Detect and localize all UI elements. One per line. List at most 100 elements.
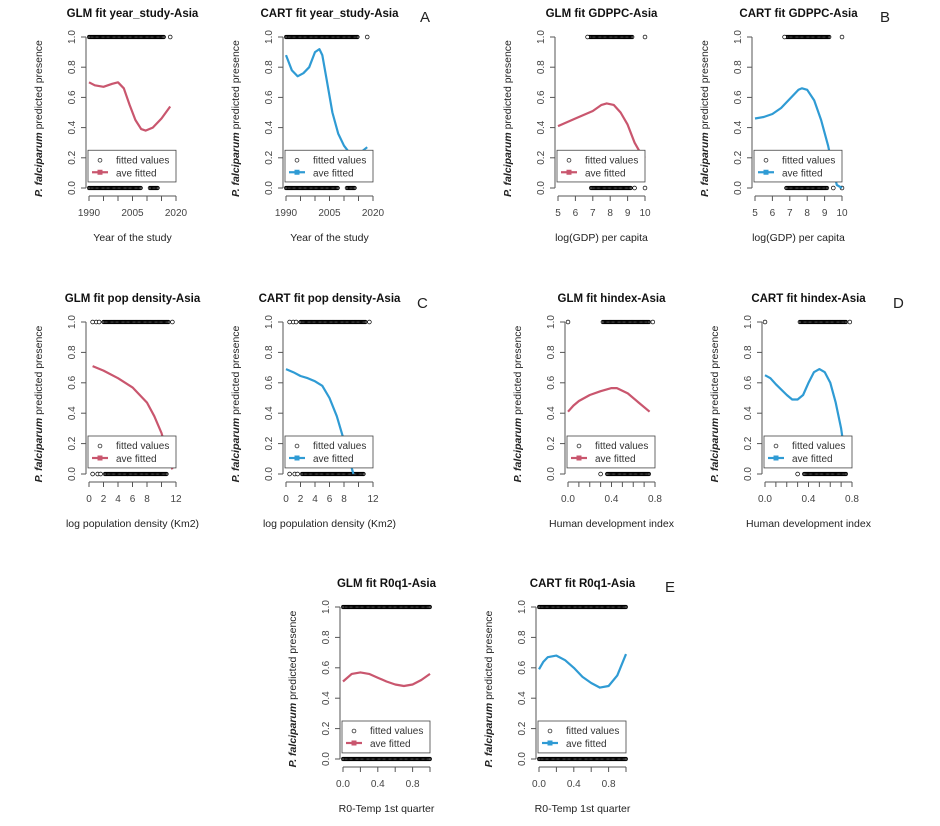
panel-1: GLM fit year_study-Asia 0.0 0.2 0.4 0.6 0.8 1.…: [33, 8, 199, 244]
y-tick-label: 0.2: [733, 150, 744, 164]
y-tick-label: 0.6: [321, 660, 332, 674]
x-axis-label: R0-Temp 1st quarter: [339, 803, 435, 815]
legend-point-symbol: [763, 157, 769, 163]
points-at-0: [86, 185, 160, 191]
panel-7: GLM fit hindex-Asia 0.0 0.2 0.4 0.6 0.8 1.0 P. …: [512, 293, 675, 530]
y-tick-label: 0.2: [264, 150, 275, 164]
x-tick-label: 0.4: [802, 494, 816, 505]
y-axis-label-rest: predicted presence: [230, 40, 242, 132]
y-axis-label-species: P. falciparum: [33, 418, 45, 483]
legend-square-symbol: [576, 455, 582, 461]
y-tick-label: 1.0: [546, 315, 557, 329]
legend-box: [341, 720, 431, 754]
y-tick-label: 0.8: [67, 345, 78, 359]
x-tick-label: 7: [590, 208, 596, 219]
x-tick-label: 0.0: [532, 779, 546, 790]
legend-point-symbol: [97, 157, 103, 163]
legend-label-points: fitted values: [792, 441, 845, 452]
x-tick-label: 0.4: [567, 779, 581, 790]
y-tick-label: 0.0: [67, 181, 78, 195]
y-axis-label-rest: predicted presence: [483, 610, 495, 702]
legend-square-symbol: [773, 455, 779, 461]
ave-fitted-line: [764, 368, 848, 467]
legend-box: [537, 720, 627, 754]
x-tick-label: 1990: [78, 208, 101, 219]
panel-title: GLM fit year_study-Asia: [67, 8, 199, 20]
legend-label-line: ave fitted: [566, 739, 607, 750]
y-tick-label: 0.8: [517, 630, 528, 644]
legend-square-symbol: [763, 169, 769, 175]
x-tick-label: 7: [787, 208, 793, 219]
panel-6: CART fit pop density-Asia 0.0 0.2 0.4 0.6 0.8…: [230, 293, 401, 530]
y-tick-label: 0.6: [546, 375, 557, 389]
legend-box: [763, 435, 853, 469]
legend-point-symbol: [294, 157, 300, 163]
x-tick-label: 6: [130, 494, 136, 505]
fitted-point: [795, 471, 800, 477]
fitted-point: [364, 34, 370, 40]
ave-fitted-line: [567, 387, 651, 413]
y-axis-label: P. falciparum predicted presence: [483, 610, 495, 767]
legend-label-line: ave fitted: [116, 168, 157, 179]
x-tick-label: 0.8: [602, 779, 616, 790]
points-at-0: [340, 756, 432, 762]
y-axis-label: P. falciparum predicted presence: [33, 325, 45, 482]
fitted-point: [565, 319, 571, 325]
y-axis-label: P. falciparum predicted presence: [699, 40, 711, 197]
legend-point-symbol: [294, 443, 300, 449]
y-tick-label: 0.0: [321, 752, 332, 766]
fitted-point: [96, 319, 102, 325]
legend: fitted values ave fitted: [566, 435, 656, 469]
fitted-point: [642, 185, 648, 191]
x-tick-label: 10: [836, 208, 848, 219]
fitted-point: [827, 34, 832, 40]
x-tick-label: 9: [822, 208, 828, 219]
ave-fitted-line: [538, 653, 628, 689]
fitted-point: [166, 319, 171, 325]
legend-point-symbol: [576, 443, 582, 449]
legend: fitted values ave fitted: [284, 435, 374, 469]
fitted-point: [630, 34, 635, 40]
y-axis-label: P. falciparum predicted presence: [230, 325, 242, 482]
legend-label-points: fitted values: [566, 726, 619, 737]
y-tick-label: 0.4: [743, 406, 754, 420]
y-tick-label: 1.0: [321, 600, 332, 614]
panel-letter: E: [665, 579, 675, 596]
points-at-0: [588, 185, 648, 191]
panel-10: CART fit R0q1-Asia 0.0 0.2 0.4 0.6 0.8 1.0 P. f…: [483, 578, 636, 815]
fitted-point: [632, 185, 637, 191]
y-tick-label: 1.0: [536, 30, 547, 44]
legend-label-points: fitted values: [116, 155, 169, 166]
fitted-point: [363, 319, 368, 325]
x-tick-label: 9: [625, 208, 631, 219]
legend-label-line: ave fitted: [370, 739, 411, 750]
panel-8: CART fit hindex-Asia 0.0 0.2 0.4 0.6 0.8 1.0 P.…: [709, 293, 872, 530]
y-tick-label: 0.4: [67, 406, 78, 420]
legend: fitted values ave fitted: [284, 149, 374, 183]
y-tick-label: 0.6: [264, 375, 275, 389]
points-at-1: [287, 319, 372, 325]
y-tick-label: 0.4: [264, 120, 275, 134]
y-axis-label-species: P. falciparum: [230, 418, 242, 483]
y-tick-label: 0.6: [517, 660, 528, 674]
y-tick-label: 1.0: [517, 600, 528, 614]
x-tick-label: 2: [101, 494, 107, 505]
points-at-1: [90, 319, 175, 325]
legend-point-symbol: [351, 728, 357, 734]
x-axis-label: log(GDP) per capita: [752, 232, 845, 244]
y-tick-label: 0.4: [536, 120, 547, 134]
fitted-point: [355, 34, 360, 40]
fitted-point: [642, 34, 648, 40]
points-at-0: [287, 471, 366, 477]
fitted-point: [287, 319, 292, 325]
panel-letter: C: [417, 295, 428, 312]
panel-title: CART fit pop density-Asia: [259, 293, 401, 305]
legend-box: [753, 149, 843, 183]
legend-label-line: ave fitted: [116, 454, 157, 465]
legend-square-symbol: [294, 455, 300, 461]
legend-label-line: ave fitted: [792, 454, 833, 465]
legend-box: [566, 435, 656, 469]
panel-title: GLM fit GDPPC-Asia: [546, 8, 658, 20]
x-axis-label: Human development index: [746, 518, 872, 530]
